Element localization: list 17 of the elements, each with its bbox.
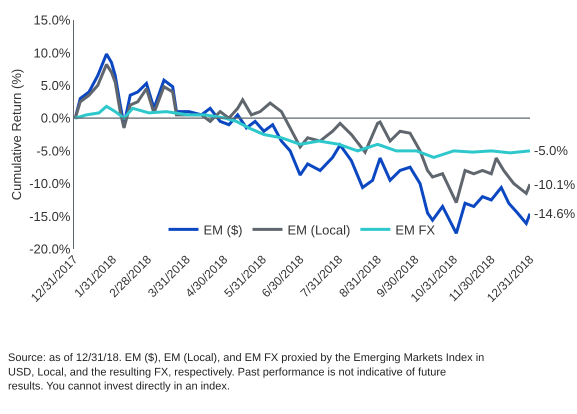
y-tick-label: 10.0% xyxy=(34,45,71,60)
y-tick-label: 0.0% xyxy=(40,110,71,126)
annotation: -10.1% xyxy=(534,177,576,192)
legend-label: EM ($) xyxy=(204,222,242,238)
source-note: Source: as of 12/31/18. EM ($), EM (Local), and EM FX proxied by the Emerging Markets Index in USD, Local, and the resulting FX, respectively. Past performance is not indicative of future results. You cannot invest directly in an index. xyxy=(8,352,484,393)
y-tick-label: 15.0% xyxy=(34,12,71,28)
y-tick-label: -10.0% xyxy=(29,176,71,192)
y-tick-label: -5.0% xyxy=(36,143,71,158)
annotation: -14.6% xyxy=(534,206,576,221)
annotation: -5.0% xyxy=(534,143,568,158)
y-tick-label: 5.0% xyxy=(40,78,71,93)
line-series xyxy=(74,104,530,159)
y-tick-label: -20.0% xyxy=(29,242,71,257)
y-axis-title: Cumulative Return (%) xyxy=(9,68,24,200)
legend-label: EM FX xyxy=(395,222,436,238)
y-tick-label: -15.0% xyxy=(29,208,71,224)
legend-label: EM (Local) xyxy=(288,222,350,238)
